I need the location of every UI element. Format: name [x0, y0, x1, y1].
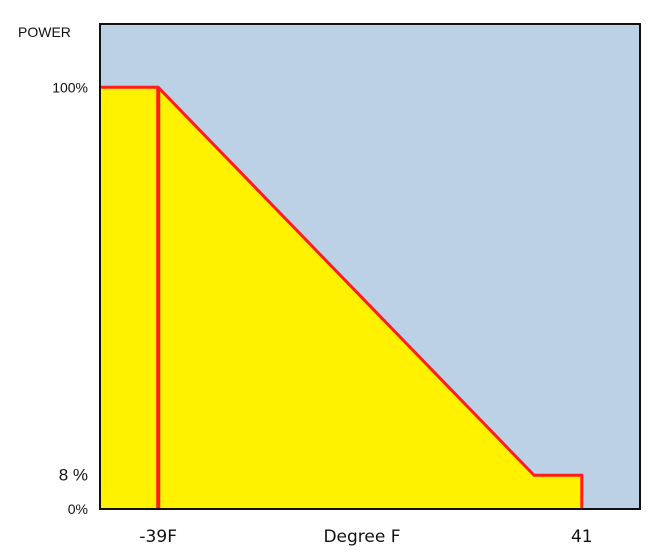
area-layer: [100, 87, 582, 510]
x-tick-labels: -39F 41: [139, 527, 592, 547]
x-axis-title: Degree F: [323, 527, 400, 547]
y-tick-label: 0%: [68, 501, 88, 517]
x-tick-label: -39F: [139, 527, 177, 547]
power-curve: [100, 85, 584, 509]
plot-frame: [99, 23, 641, 510]
power-area: [100, 87, 582, 510]
x-tick-label: 41: [571, 527, 593, 547]
line-layer: [100, 85, 584, 509]
y-tick-label: 100%: [52, 79, 88, 95]
y-tick-label: 8 %: [59, 465, 88, 484]
y-axis-title: POWER: [18, 24, 71, 40]
y-tick-labels: 100% 8 % 0%: [52, 79, 88, 517]
